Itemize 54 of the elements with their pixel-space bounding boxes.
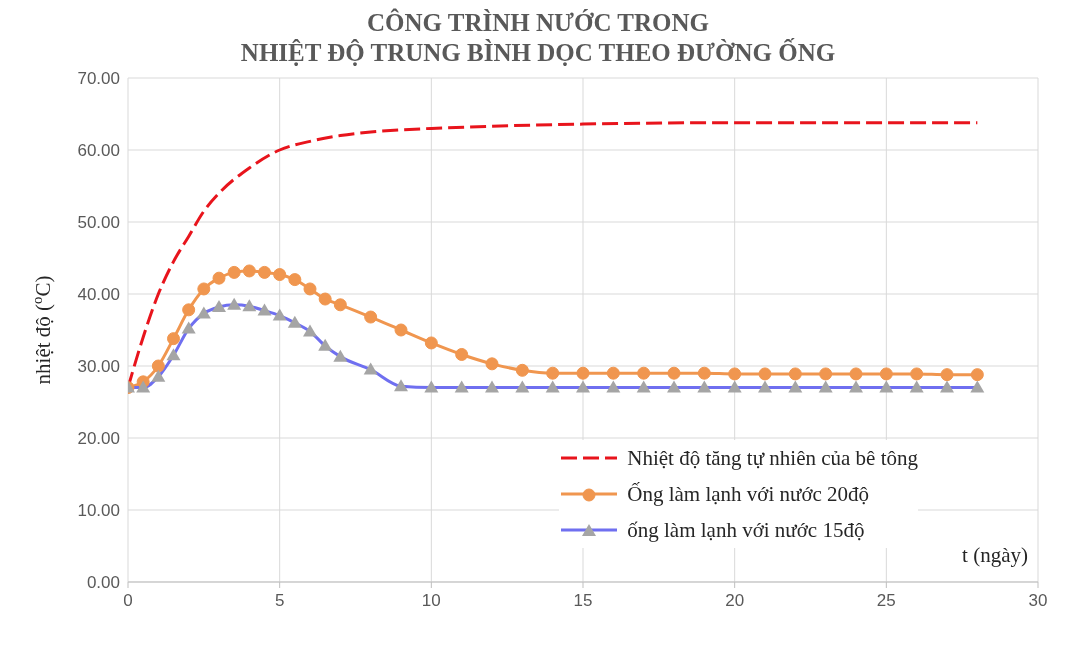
point [288,273,302,287]
y-tick-label: 0.00 [86,573,120,593]
point [819,367,833,381]
point [940,368,954,382]
x-tick-label: 0 [123,591,133,610]
point [151,359,165,373]
point [303,282,317,296]
y-tick-label: 40.00 [77,285,120,305]
point [546,366,560,380]
x-tick-label: 20 [725,591,745,610]
point [728,367,742,381]
legend-label: Ống làm lạnh với nước 20độ [627,481,870,508]
point [515,363,529,377]
y-tick-label: 30.00 [77,357,120,377]
point [849,367,863,381]
x-axis-title: t (ngày) [962,543,1028,568]
point [364,310,378,324]
point [485,357,499,371]
point [758,367,772,381]
point [182,303,196,317]
x-tick-label: 10 [421,591,441,610]
point [788,367,802,381]
x-tick-label: 30 [1028,591,1048,610]
point [697,366,711,380]
point [455,347,469,361]
point [273,268,287,282]
point [258,265,271,279]
chart-title: CÔNG TRÌNH NƯỚC TRONG NHIỆT ĐỘ TRUNG BÌNH DỌC THEO ĐƯỜNG ỐNG [239,8,837,68]
y-tick-label: 20.00 [77,429,120,449]
point [910,367,924,381]
point [576,366,590,380]
point [637,366,651,380]
point [197,282,211,296]
point [318,292,332,306]
point [970,368,984,382]
x-tick-label: 25 [876,591,896,610]
y-tick-label: 50.00 [77,213,120,233]
point [879,367,893,381]
point [424,336,438,350]
legend-label: ống làm lạnh với nước 15độ [627,517,865,544]
x-tick-label: 15 [573,591,593,610]
point [394,323,408,337]
point [212,271,226,285]
y-tick-label: 60.00 [77,141,120,161]
point [167,332,180,346]
y-tick-label: 10.00 [77,501,120,521]
y-tick-label: 70.00 [77,69,120,89]
point [667,366,681,380]
point [227,265,241,279]
x-tick-label: 5 [274,591,285,610]
point [242,264,256,278]
legend-label: Nhiệt độ tăng tự nhiên của bê tông [627,445,918,472]
point [606,366,620,380]
point [333,298,347,312]
